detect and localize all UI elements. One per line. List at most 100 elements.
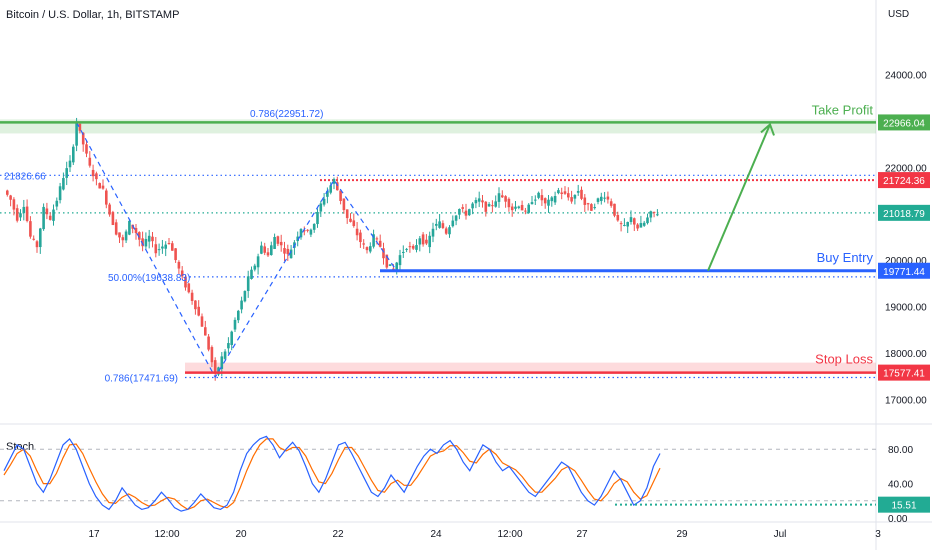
candle-body [448,227,451,235]
x-tick-label: 3 [875,529,881,540]
fib-annotation: 50.00%(19638.83) [108,273,190,284]
candle-body [336,182,339,191]
candle-body [642,222,646,226]
price-tag-label: 19771.44 [883,267,925,278]
candle-body [329,185,332,193]
candle-body [474,200,478,204]
candle-body [362,243,365,245]
candle-body [382,248,385,259]
level-name: Stop Loss [815,352,873,367]
candle-body [600,196,603,201]
candle-body [464,210,468,216]
currency-label: USD [888,9,909,20]
candle-body [461,207,464,209]
candle-body [527,204,530,213]
candle-body [111,212,115,226]
candle-body [289,249,293,259]
candle-body [543,198,547,204]
candle-body [227,343,230,349]
candle-body [365,247,369,251]
candle-body [184,276,187,288]
stoch-tick-label: 0.00 [888,514,908,525]
candle-body [322,198,326,205]
candle-body [306,229,309,231]
candle-body [596,198,600,202]
candle-body [118,232,121,238]
y-tick-label: 20000.00 [885,256,927,267]
stop-loss-zone [185,362,876,373]
x-tick-label: 29 [676,529,688,540]
candle-body [12,199,16,210]
candle-body [537,192,540,198]
candle-body [81,132,85,145]
candle-body [395,262,398,271]
level-name: Buy Entry [817,250,874,265]
candle-body [576,191,580,193]
candle-body [421,234,425,245]
candle-body [246,276,250,292]
y-tick-label: 19000.00 [885,303,927,314]
candle-body [42,206,45,230]
candle-body [583,197,587,205]
candle-body [144,238,148,247]
candle-body [141,238,144,247]
candle-body [25,206,29,221]
x-tick-label: 24 [430,529,442,540]
candle-body [243,290,247,302]
candle-body [91,169,95,177]
candle-body [603,197,606,199]
candle-body [108,204,111,215]
level-name: Take Profit [812,102,874,117]
candle-body [312,223,316,230]
candle-body [250,269,253,279]
candle-body [388,264,392,266]
candle-body [342,198,346,211]
candle-body [629,217,633,222]
candle-body [200,316,204,327]
candle-body [114,222,118,235]
candle-body [286,248,290,255]
projection-arrow-head [760,122,775,136]
candle-body [105,190,108,205]
stoch-k-line [3,435,661,512]
candle-body [477,198,481,202]
candle-body [458,209,461,215]
candle-body [72,146,75,163]
candle-body [454,215,458,221]
price-tag-label: 17577.41 [883,369,925,380]
candle-body [435,223,438,226]
stoch-tick-label: 40.00 [888,480,913,491]
candle-body [29,221,32,237]
candle-body [345,209,349,219]
price-tag [878,364,930,381]
candle-body [273,237,276,249]
candle-body [223,351,227,359]
x-tick-label: 27 [576,529,588,540]
candle-body [9,195,12,200]
candle-body [266,252,270,256]
candle-body [494,201,497,207]
candle-body [319,203,323,212]
y-tick-label: 22000.00 [885,163,927,174]
candle-body [213,360,217,374]
candle-body [438,221,441,228]
candle-body [177,261,181,269]
candle-body [217,367,220,375]
price-tag [878,204,930,221]
candle-body [652,211,656,213]
candle-body [656,214,659,216]
candle-body [237,310,240,321]
candle-body [230,331,233,345]
candle-body [534,199,537,201]
candle-body [491,205,494,207]
candle-body [444,228,448,234]
candle-body [557,190,560,194]
candle-body [279,241,283,246]
candle-body [431,228,435,237]
candle-body [151,236,154,242]
candle-body [520,204,524,211]
candle-body [164,244,167,249]
candle-body [134,227,138,233]
candle-body [190,292,194,301]
